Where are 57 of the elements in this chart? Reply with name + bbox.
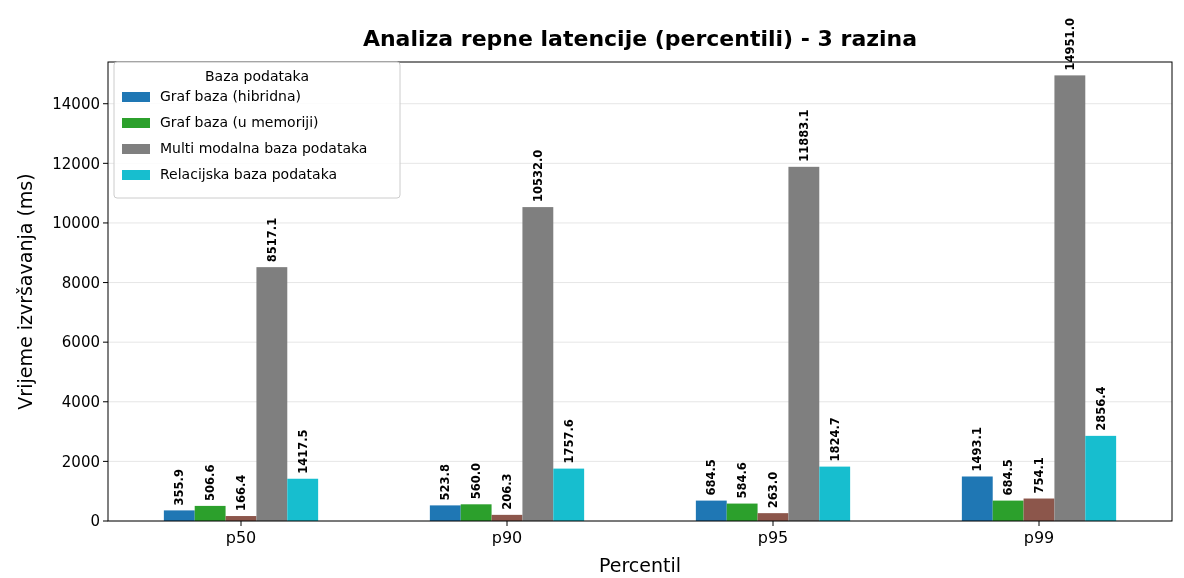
bar xyxy=(1085,435,1117,521)
x-axis-title: Percentil xyxy=(598,554,682,576)
y-axis-title: Vrijeme izvršavanja (ms) xyxy=(14,173,36,410)
bar xyxy=(695,500,727,521)
y-tick-label: 2000 xyxy=(61,452,100,471)
legend-label: Relacijska baza podataka xyxy=(160,166,338,182)
bar xyxy=(788,166,820,521)
y-tick-label: 0 xyxy=(90,512,100,531)
y-tick-label: 14000 xyxy=(52,94,100,113)
x-tick-label: p99 xyxy=(1023,528,1055,547)
legend-label: Multi modalna baza podataka xyxy=(160,140,368,156)
data-label: 206.3 xyxy=(500,473,514,510)
chart-title: Analiza repne latencije (percentili) - 3 razina xyxy=(362,26,918,51)
y-tick-label: 12000 xyxy=(52,154,100,173)
y-tick-label: 6000 xyxy=(61,333,100,352)
data-label: 1824.7 xyxy=(827,417,842,462)
y-tick-label: 8000 xyxy=(61,273,100,292)
data-label: 684.5 xyxy=(1001,459,1016,496)
data-label: 754.1 xyxy=(1032,457,1046,494)
y-tick-label: 4000 xyxy=(61,393,100,412)
bar xyxy=(429,505,461,521)
bar xyxy=(1054,75,1086,521)
data-label: 523.8 xyxy=(438,464,453,501)
bar xyxy=(553,468,585,521)
data-label: 14951.0 xyxy=(1062,17,1077,71)
bar xyxy=(163,510,195,521)
x-tick-label: p90 xyxy=(491,528,523,547)
x-tick-label: p50 xyxy=(225,528,257,547)
data-label: 584.6 xyxy=(735,462,750,499)
data-label: 8517.1 xyxy=(264,217,279,263)
data-label: 684.5 xyxy=(704,459,719,496)
bar xyxy=(1023,498,1055,521)
legend-title: Baza podataka xyxy=(205,68,309,84)
data-label: 11883.1 xyxy=(796,109,811,162)
data-label: 355.9 xyxy=(172,469,187,506)
data-label: 1417.5 xyxy=(295,429,310,474)
bar xyxy=(522,207,554,521)
x-tick-label: p95 xyxy=(757,528,789,547)
y-tick-label: 10000 xyxy=(52,214,100,233)
bar xyxy=(961,476,993,521)
legend-label: Graf baza (hibridna) xyxy=(160,88,301,104)
bar xyxy=(726,503,758,521)
data-label: 166.4 xyxy=(234,474,248,512)
data-label: 506.6 xyxy=(203,464,218,501)
data-label: 263.0 xyxy=(766,471,780,509)
bar xyxy=(194,505,226,521)
bar xyxy=(256,267,288,521)
data-label: 560.0 xyxy=(469,462,484,500)
bar xyxy=(287,478,319,521)
bar xyxy=(819,466,851,521)
data-label: 1493.1 xyxy=(970,427,985,472)
legend-label: Graf baza (u memoriji) xyxy=(160,114,319,130)
data-label: 2856.4 xyxy=(1093,386,1108,431)
data-label: 10532.0 xyxy=(530,149,545,203)
bar xyxy=(460,504,492,521)
bar xyxy=(992,500,1024,521)
data-label: 1757.6 xyxy=(561,419,576,464)
